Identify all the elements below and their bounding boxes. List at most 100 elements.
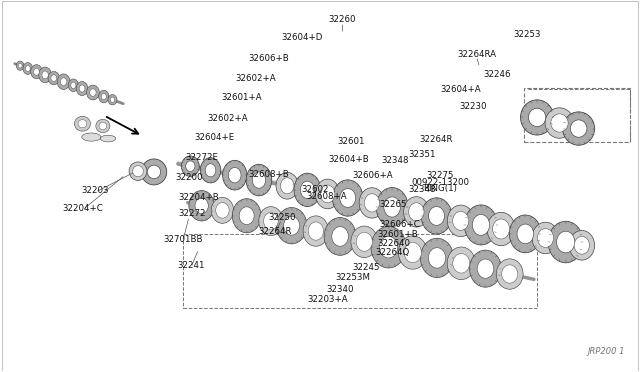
Ellipse shape xyxy=(57,74,70,90)
Ellipse shape xyxy=(376,187,408,227)
Ellipse shape xyxy=(548,221,583,263)
Text: 32351: 32351 xyxy=(408,150,436,159)
Text: 32230: 32230 xyxy=(460,102,487,111)
Text: 32203+A: 32203+A xyxy=(307,295,348,304)
Ellipse shape xyxy=(404,197,429,227)
Text: 32264R: 32264R xyxy=(259,227,292,236)
Text: 32264R: 32264R xyxy=(419,135,453,144)
Text: 32260: 32260 xyxy=(328,15,356,24)
Ellipse shape xyxy=(246,164,272,196)
Text: 32604+E: 32604+E xyxy=(195,132,235,142)
Ellipse shape xyxy=(496,259,523,289)
Ellipse shape xyxy=(216,203,229,218)
Ellipse shape xyxy=(529,108,546,126)
Text: 32200: 32200 xyxy=(175,173,203,182)
Ellipse shape xyxy=(452,211,468,230)
Ellipse shape xyxy=(300,181,314,199)
Ellipse shape xyxy=(200,158,221,183)
Ellipse shape xyxy=(399,236,427,269)
Ellipse shape xyxy=(90,89,96,96)
Ellipse shape xyxy=(284,216,300,235)
Ellipse shape xyxy=(23,62,33,74)
Ellipse shape xyxy=(316,179,340,209)
Text: 32250: 32250 xyxy=(268,213,296,222)
Ellipse shape xyxy=(19,63,22,68)
Ellipse shape xyxy=(99,90,109,103)
Text: 32601: 32601 xyxy=(337,137,364,146)
Ellipse shape xyxy=(420,238,454,278)
Ellipse shape xyxy=(259,206,283,235)
Ellipse shape xyxy=(39,67,52,83)
Ellipse shape xyxy=(509,215,541,253)
Ellipse shape xyxy=(340,189,356,208)
Text: 32275: 32275 xyxy=(426,171,454,180)
Ellipse shape xyxy=(308,222,324,240)
Ellipse shape xyxy=(409,203,424,221)
Ellipse shape xyxy=(228,167,241,183)
Ellipse shape xyxy=(356,232,372,251)
Ellipse shape xyxy=(276,208,307,244)
Text: 32701BB: 32701BB xyxy=(163,235,202,244)
Ellipse shape xyxy=(239,207,254,225)
Ellipse shape xyxy=(324,218,356,255)
Ellipse shape xyxy=(465,205,497,245)
Ellipse shape xyxy=(380,236,397,258)
Text: 32264RA: 32264RA xyxy=(457,50,496,59)
Ellipse shape xyxy=(280,178,294,194)
Ellipse shape xyxy=(110,97,115,102)
Ellipse shape xyxy=(371,227,406,268)
Ellipse shape xyxy=(570,120,587,137)
Ellipse shape xyxy=(557,231,575,253)
Ellipse shape xyxy=(51,75,57,81)
Text: 32348: 32348 xyxy=(381,156,409,165)
Ellipse shape xyxy=(294,173,321,206)
Text: JRP200 1: JRP200 1 xyxy=(588,347,625,356)
Text: 32602: 32602 xyxy=(301,185,329,194)
Ellipse shape xyxy=(493,219,509,239)
Ellipse shape xyxy=(477,259,494,278)
Ellipse shape xyxy=(364,194,380,212)
Text: 32602+A: 32602+A xyxy=(207,114,248,123)
Ellipse shape xyxy=(205,164,216,177)
Ellipse shape xyxy=(429,206,445,225)
Ellipse shape xyxy=(520,100,554,135)
Ellipse shape xyxy=(181,156,199,176)
Ellipse shape xyxy=(60,78,67,86)
Text: 32602+A: 32602+A xyxy=(236,74,276,83)
Text: 32204+B: 32204+B xyxy=(179,193,219,202)
Ellipse shape xyxy=(96,119,110,133)
Ellipse shape xyxy=(211,198,234,223)
Text: 32604+B: 32604+B xyxy=(328,155,369,164)
Ellipse shape xyxy=(129,162,147,180)
Ellipse shape xyxy=(86,85,99,100)
Ellipse shape xyxy=(470,250,502,287)
Text: 32265: 32265 xyxy=(379,200,406,209)
Ellipse shape xyxy=(545,108,574,138)
Ellipse shape xyxy=(108,94,117,105)
Ellipse shape xyxy=(26,65,30,71)
Ellipse shape xyxy=(384,197,401,217)
Text: 32606+C: 32606+C xyxy=(380,221,420,230)
Text: RING(1): RING(1) xyxy=(423,184,457,193)
Text: 00922-13200: 00922-13200 xyxy=(411,178,469,187)
Text: 32608+B: 32608+B xyxy=(248,170,289,179)
Text: 32340: 32340 xyxy=(326,285,354,294)
Text: 32264Q: 32264Q xyxy=(376,248,410,257)
Ellipse shape xyxy=(453,253,470,273)
Text: 32245: 32245 xyxy=(352,263,380,272)
Ellipse shape xyxy=(574,236,589,254)
Ellipse shape xyxy=(332,227,348,246)
Ellipse shape xyxy=(186,161,195,171)
Text: 32272: 32272 xyxy=(179,209,206,218)
Text: 32606+A: 32606+A xyxy=(352,171,393,180)
Ellipse shape xyxy=(42,71,49,79)
Ellipse shape xyxy=(421,198,452,234)
Text: 32601+A: 32601+A xyxy=(222,93,262,102)
Ellipse shape xyxy=(68,79,79,92)
Ellipse shape xyxy=(31,65,42,79)
Text: 32253: 32253 xyxy=(514,29,541,39)
Bar xyxy=(182,234,537,308)
Ellipse shape xyxy=(303,216,329,246)
Text: 32608+A: 32608+A xyxy=(306,192,347,201)
Ellipse shape xyxy=(147,165,161,179)
